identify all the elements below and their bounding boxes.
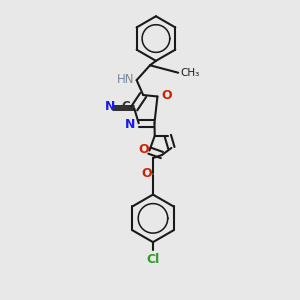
Text: O: O <box>142 167 152 180</box>
Text: N: N <box>105 100 116 113</box>
Text: O: O <box>161 89 172 102</box>
Text: CH₃: CH₃ <box>181 68 200 78</box>
Text: Cl: Cl <box>146 254 160 266</box>
Text: C: C <box>122 100 130 113</box>
Text: O: O <box>139 142 149 156</box>
Text: N: N <box>125 118 136 131</box>
Text: HN: HN <box>117 73 135 86</box>
